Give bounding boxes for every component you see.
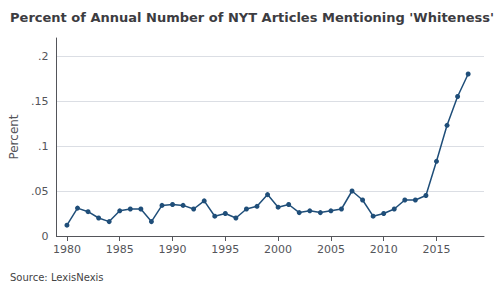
svg-text:2010: 2010 <box>370 243 398 256</box>
svg-text:Source: LexisNexis: Source: LexisNexis <box>10 272 104 283</box>
svg-text:0: 0 <box>41 230 48 243</box>
svg-text:Percent of Annual Number of NY: Percent of Annual Number of NYT Articles… <box>10 10 494 25</box>
svg-text:.1: .1 <box>38 140 49 153</box>
svg-text:1985: 1985 <box>106 243 134 256</box>
svg-text:2005: 2005 <box>317 243 345 256</box>
svg-text:.05: .05 <box>31 185 49 198</box>
svg-text:2000: 2000 <box>264 243 292 256</box>
svg-text:1990: 1990 <box>159 243 187 256</box>
svg-text:1980: 1980 <box>53 243 81 256</box>
svg-text:Percent: Percent <box>7 114 21 159</box>
svg-text:1995: 1995 <box>211 243 239 256</box>
svg-text:.2: .2 <box>38 50 49 63</box>
svg-text:2015: 2015 <box>422 243 450 256</box>
svg-text:.15: .15 <box>31 95 49 108</box>
